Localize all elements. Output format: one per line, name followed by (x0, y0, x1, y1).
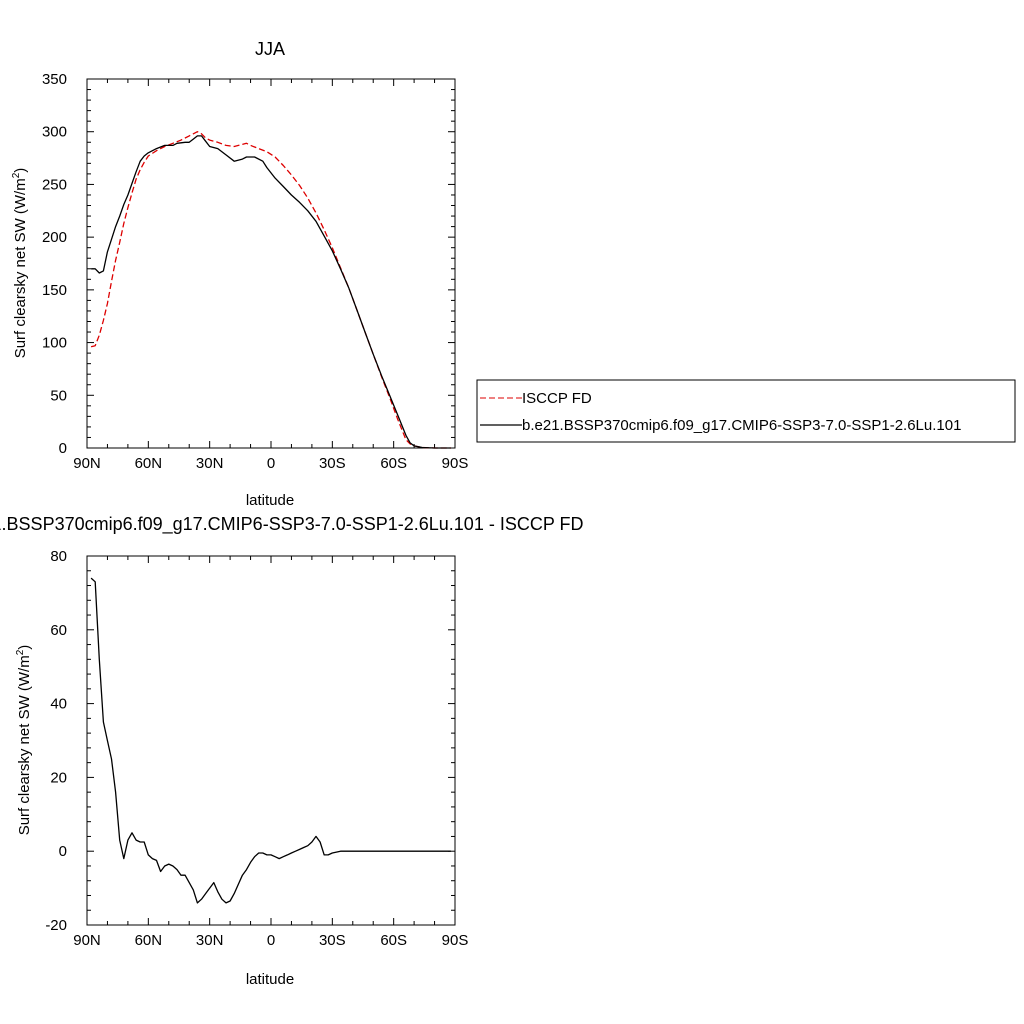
bottom-x-tick-label: 30S (319, 932, 346, 949)
bottom-x-tick-label: 0 (267, 932, 275, 949)
top-x-tick-label: 30N (196, 455, 224, 472)
top-series-line-0 (90, 131, 451, 449)
bottom-x-tick-label: 90N (73, 932, 101, 949)
legend-label-model: b.e21.BSSP370cmip6.f09_g17.CMIP6-SSP3-7.… (522, 417, 961, 434)
top-chart-y-axis-label: Surf clearsky net SW (W/m2) (11, 168, 29, 359)
top-x-tick-label: 60N (135, 455, 163, 472)
top-x-tick-label: 60S (380, 455, 407, 472)
top-y-tick-label: 200 (42, 229, 67, 246)
top-chart-x-axis-label: latitude (246, 492, 294, 509)
top-chart-frame (86, 78, 456, 449)
bottom-chart-x-axis-label: latitude (246, 971, 294, 988)
top-chart-panel: JJA 90N 60N 30N 0 30S 60S 90S 0 50 100 150 200 250 30… (11, 39, 468, 509)
top-chart-title: JJA (255, 39, 285, 59)
top-y-tick-label: 250 (42, 176, 67, 193)
bottom-chart-title: b.e21.BSSP370cmip6.f09_g17.CMIP6-SSP3-7.… (0, 514, 584, 535)
top-y-tick-label: 50 (50, 387, 67, 404)
top-y-tick-label: 300 (42, 124, 67, 141)
top-x-tick-label: 90N (73, 455, 101, 472)
bottom-x-tick-label: 60S (380, 932, 407, 949)
bottom-y-tick-label: 40 (50, 696, 67, 713)
top-x-tick-label: 0 (267, 455, 275, 472)
top-y-tick-label: 150 (42, 282, 67, 299)
bottom-chart-y-axis-label: Surf clearsky net SW (W/m2) (15, 645, 33, 836)
bottom-chart-lines (90, 577, 451, 904)
bottom-chart-panel: b.e21.BSSP370cmip6.f09_g17.CMIP6-SSP3-7.… (0, 514, 584, 988)
bottom-y-tick-label: -20 (45, 917, 67, 934)
top-chart-lines (90, 131, 451, 449)
top-x-tick-label: 90S (442, 455, 469, 472)
bottom-x-tick-label: 90S (442, 932, 469, 949)
bottom-y-tick-label: 60 (50, 622, 67, 639)
top-chart-ticks: 90N 60N 30N 0 30S 60S 90S 0 50 100 150 200 250 300 350 (42, 71, 468, 472)
top-y-tick-label: 100 (42, 335, 67, 352)
top-series-line-1 (91, 135, 451, 449)
bottom-series-line-0 (90, 577, 451, 904)
top-x-tick-label: 30S (319, 455, 346, 472)
bottom-chart-ticks: 90N 60N 30N 0 30S 60S 90S -20 0 20 40 60 80 (45, 548, 468, 949)
bottom-x-tick-label: 60N (135, 932, 163, 949)
legend-box (476, 379, 1016, 443)
bottom-y-tick-label: 0 (59, 843, 67, 860)
bottom-chart-frame (86, 555, 456, 926)
bottom-x-tick-label: 30N (196, 932, 224, 949)
legend-label-isccp: ISCCP FD (522, 390, 592, 407)
top-y-tick-label: 350 (42, 71, 67, 88)
bottom-y-tick-label: 80 (50, 548, 67, 565)
top-y-tick-label: 0 (59, 440, 67, 457)
bottom-y-tick-label: 20 (50, 769, 67, 786)
legend: ISCCP FD b.e21.BSSP370cmip6.f09_g17.CMIP… (476, 379, 1016, 443)
